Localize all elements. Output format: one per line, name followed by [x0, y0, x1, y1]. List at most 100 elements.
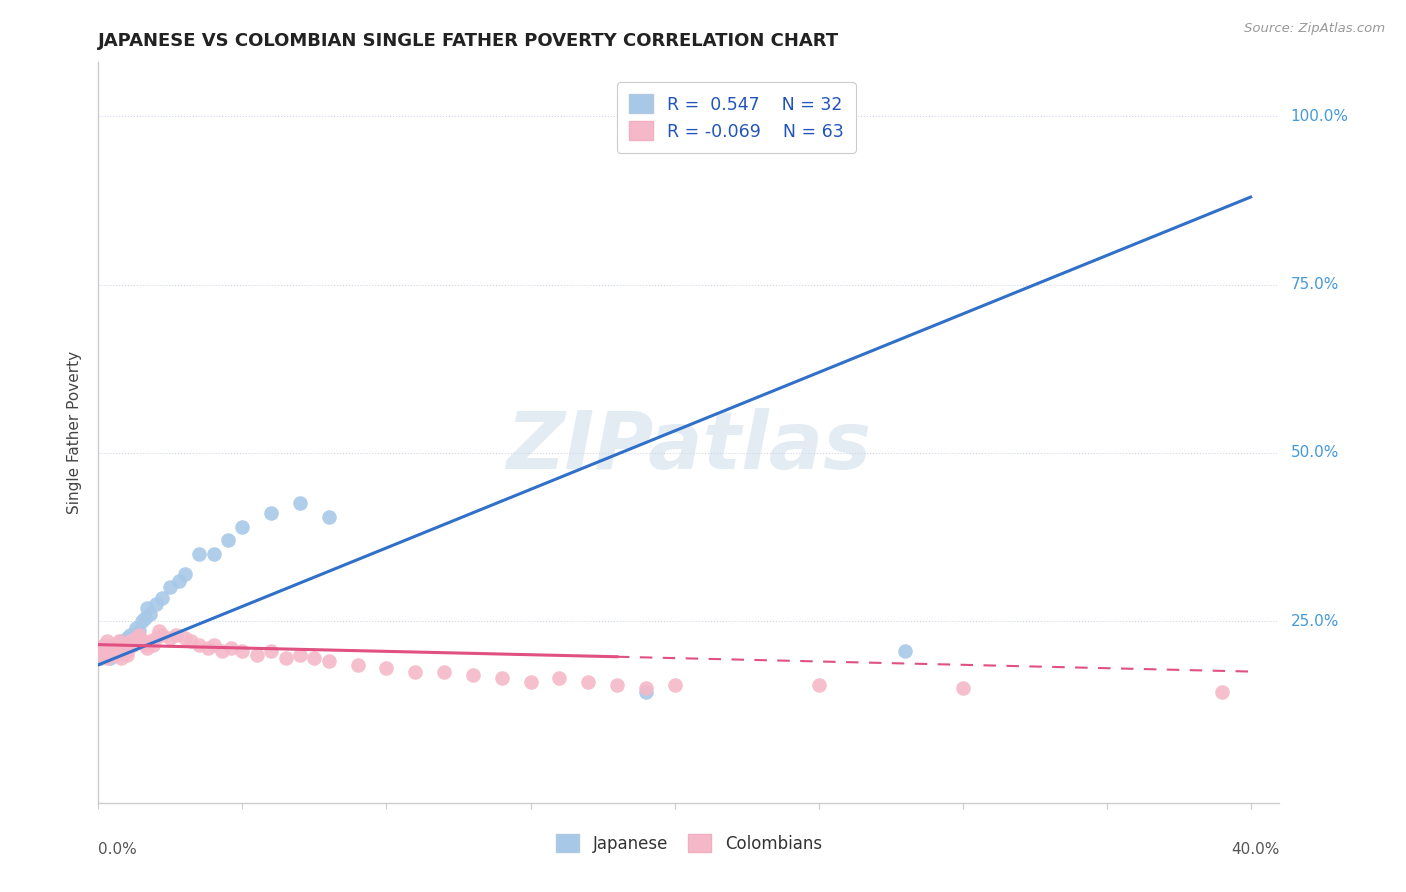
Text: 25.0%: 25.0% — [1291, 614, 1339, 629]
Point — [101, 644, 124, 658]
Point — [461, 668, 484, 682]
Point — [112, 640, 135, 655]
Point — [246, 648, 269, 662]
Point — [318, 655, 340, 669]
Text: 50.0%: 50.0% — [1291, 445, 1339, 460]
Point — [122, 638, 145, 652]
Point — [131, 614, 153, 628]
Point — [139, 634, 162, 648]
Point — [202, 638, 225, 652]
Point — [491, 671, 513, 685]
Point — [433, 665, 456, 679]
Point — [98, 651, 121, 665]
Point — [202, 547, 225, 561]
Point — [101, 640, 124, 655]
Point — [318, 509, 340, 524]
Point — [104, 638, 127, 652]
Point — [180, 634, 202, 648]
Point — [139, 607, 162, 622]
Point — [125, 621, 148, 635]
Y-axis label: Single Father Poverty: Single Father Poverty — [67, 351, 83, 514]
Point — [173, 566, 195, 581]
Point — [93, 648, 115, 662]
Point — [274, 651, 297, 665]
Point — [98, 640, 121, 655]
Point — [125, 631, 148, 645]
Point — [112, 640, 135, 655]
Point — [211, 644, 233, 658]
Text: 40.0%: 40.0% — [1232, 842, 1279, 856]
Point — [98, 648, 121, 662]
Point — [115, 631, 138, 645]
Point — [197, 640, 219, 655]
Point — [134, 611, 156, 625]
Point — [231, 644, 253, 658]
Point — [90, 640, 112, 655]
Point — [304, 651, 326, 665]
Point — [90, 651, 112, 665]
Point — [110, 644, 132, 658]
Point — [519, 674, 541, 689]
Point — [634, 681, 657, 696]
Text: JAPANESE VS COLOMBIAN SINGLE FATHER POVERTY CORRELATION CHART: JAPANESE VS COLOMBIAN SINGLE FATHER POVE… — [98, 32, 839, 50]
Point — [159, 581, 181, 595]
Point — [136, 640, 159, 655]
Point — [148, 624, 170, 639]
Point — [96, 644, 118, 658]
Point — [96, 651, 118, 665]
Point — [115, 648, 138, 662]
Point — [165, 627, 187, 641]
Point — [104, 648, 127, 662]
Point — [128, 627, 150, 641]
Point — [120, 634, 142, 648]
Point — [188, 547, 211, 561]
Point — [894, 644, 917, 658]
Text: 0.0%: 0.0% — [98, 842, 138, 856]
Point — [150, 627, 173, 641]
Point — [93, 638, 115, 652]
Point — [128, 624, 150, 639]
Point — [107, 634, 129, 648]
Text: 75.0%: 75.0% — [1291, 277, 1339, 292]
Point — [101, 638, 124, 652]
Point — [404, 665, 426, 679]
Point — [664, 678, 686, 692]
Point — [110, 651, 132, 665]
Point — [167, 574, 190, 588]
Point — [173, 631, 195, 645]
Point — [606, 678, 628, 692]
Point — [576, 674, 599, 689]
Point — [107, 640, 129, 655]
Point — [136, 600, 159, 615]
Point — [110, 634, 132, 648]
Point — [375, 661, 398, 675]
Point — [231, 520, 253, 534]
Legend: Japanese, Colombians: Japanese, Colombians — [548, 826, 830, 861]
Point — [288, 496, 311, 510]
Point — [96, 634, 118, 648]
Point — [288, 648, 311, 662]
Point — [107, 638, 129, 652]
Point — [346, 657, 368, 672]
Point — [188, 638, 211, 652]
Point — [219, 640, 242, 655]
Point — [217, 533, 239, 548]
Text: Source: ZipAtlas.com: Source: ZipAtlas.com — [1244, 22, 1385, 36]
Point — [115, 644, 138, 658]
Point — [807, 678, 830, 692]
Point — [634, 685, 657, 699]
Point — [122, 631, 145, 645]
Point — [134, 638, 156, 652]
Point — [142, 638, 165, 652]
Point — [90, 648, 112, 662]
Point — [104, 638, 127, 652]
Point — [548, 671, 571, 685]
Point — [93, 644, 115, 658]
Point — [145, 597, 167, 611]
Point — [260, 507, 283, 521]
Point — [1211, 685, 1233, 699]
Point — [131, 634, 153, 648]
Text: 100.0%: 100.0% — [1291, 109, 1348, 124]
Point — [112, 638, 135, 652]
Point — [145, 631, 167, 645]
